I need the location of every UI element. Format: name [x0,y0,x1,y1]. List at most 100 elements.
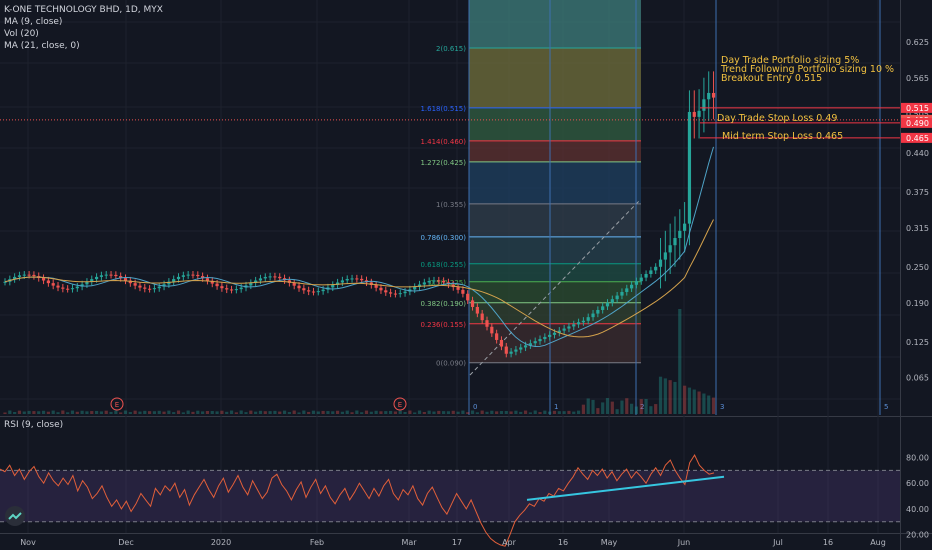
candle-body [475,306,479,314]
candle-body [157,286,161,289]
volume-bar [456,411,460,414]
candle-body [321,289,325,292]
price-tick-label: 0.375 [906,188,929,197]
rsi-label[interactable]: RSI (9, close) [4,420,64,430]
volume-bar [509,411,513,414]
earnings-marker-label: E [115,401,119,409]
fib-level-label: 1.272(0.425) [420,159,466,167]
volume-bar [321,410,325,414]
volume-bar [331,411,335,414]
vertical-lines[interactable]: 0 1 2 3 5 [468,0,888,415]
time-tick-label: Nov [20,538,36,547]
candle-body [668,245,672,253]
candle-body [634,281,639,285]
fib-zone [469,140,641,162]
price-tick-label: 0.250 [906,263,929,272]
ma-slow-line [4,219,714,338]
candle-body [620,291,624,296]
fib-level-label: 1.618(0.515) [420,105,466,113]
candle-body [470,300,475,307]
volume-bar [148,411,152,414]
volume-bar [393,411,398,414]
volume-bar [8,410,12,414]
candle-body [104,274,108,276]
candle-body [658,259,663,267]
legend-vol[interactable]: Vol (20) [4,29,39,39]
fib-level-label: 0.382(0.190) [420,300,466,308]
candle-body [99,275,103,277]
candle-body [422,282,426,285]
candle-body [3,281,7,283]
volume-bar [157,410,161,414]
volume-bar [191,411,195,414]
time-tick-label: Dec [118,538,133,547]
time-tick-label: 17 [452,538,462,547]
candle-body [548,334,552,337]
candle-body [610,299,614,303]
volume-bar [466,412,470,414]
volume-bar [210,411,214,414]
candle-body [46,280,50,284]
volume-bar [557,411,561,414]
price-tick-label: 0.565 [906,74,929,83]
volume-bar [215,411,219,414]
fib-zone [469,281,641,303]
candle-body [258,278,263,281]
volume-bar [225,411,229,414]
candle-body [601,306,605,310]
annotation-text: Trend Following Portfolio sizing 10 % [720,64,894,75]
candle-body [61,287,65,289]
candle-body [485,320,489,327]
candle-body [13,276,17,280]
candle-body [70,288,75,290]
candle-body [581,320,585,323]
fib-zone [469,263,641,282]
volume-bar [668,380,672,414]
earnings-marker-label: E [398,401,402,409]
candle-body [51,283,55,286]
volume-bar [355,410,359,414]
vertical-line-label: 3 [720,403,724,411]
horizontal-lines[interactable] [0,107,900,139]
legend-ma21[interactable]: MA (21, close, 0) [4,41,80,51]
candle-body [456,287,460,290]
volume-bar [581,404,585,414]
volume-bar [143,410,147,414]
annotations[interactable]: Day Trade Portfolio sizing 5%Trend Follo… [110,55,894,411]
price-tag [901,132,932,143]
volume-bar [244,412,248,414]
candle-body [201,276,205,279]
fib-level-label: 0.236(0.155) [420,321,466,329]
volume-bar [85,411,89,414]
volume-bar [66,412,70,414]
time-tick-label: Apr [502,538,517,547]
candle-body [273,276,277,278]
candle-body [268,276,272,278]
volume-bar [461,410,465,414]
volume-bar [615,409,619,414]
volume-bar [649,406,653,414]
volume-bar [519,411,523,414]
volume-bar [654,404,658,414]
time-tick-label: May [601,538,618,547]
volume-bar [234,412,238,414]
fib-level-label: 1.414(0.460) [420,138,466,146]
legend-ma9[interactable]: MA (9, close) [4,17,63,27]
fibonacci-extension[interactable]: 2(0.615) 1.618(0.515) 1.414(0.460) 1.272(0.… [420,0,641,376]
candle-body [442,280,446,283]
candle-body [576,322,581,325]
rsi-pane [0,453,900,547]
volume-bar [417,410,422,414]
volume-bar [639,399,643,414]
candle-body [220,286,224,289]
legend-symbol[interactable]: K-ONE TECHNOLOGY BHD, 1D, MYX [4,5,163,15]
candle-body [499,339,504,347]
time-tick-label: Feb [310,538,324,547]
candle-body [181,275,185,277]
volume-bar [707,395,711,414]
candle-body [234,289,238,291]
candle-body [128,280,132,284]
candle-body [630,284,634,289]
volume-bar [634,406,639,414]
